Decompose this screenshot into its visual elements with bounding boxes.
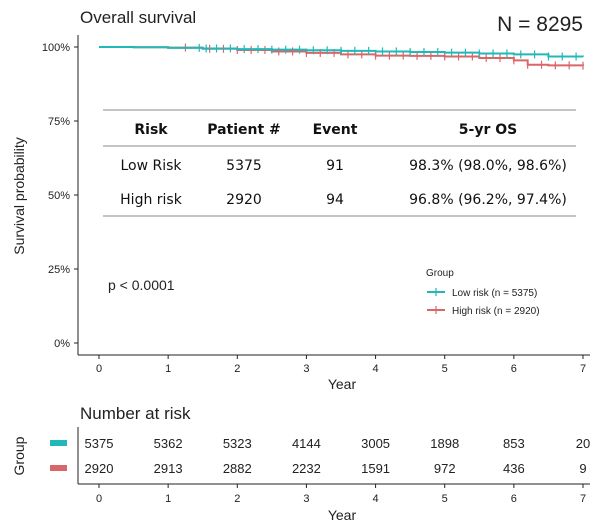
x-tick-label: 2 bbox=[234, 363, 240, 375]
summary-table: Risk Patient # Event 5-yr OS Low Risk 53… bbox=[103, 109, 576, 217]
x-tick-label: 0 bbox=[96, 363, 102, 375]
risk-table-title: Number at risk bbox=[80, 404, 191, 423]
table-cell: Low Risk bbox=[120, 158, 182, 174]
risk-table-x-ticks: 0 1 2 3 4 5 6 7 bbox=[96, 484, 586, 505]
y-tick-label: 100% bbox=[42, 42, 70, 54]
table-header-event: Event bbox=[313, 122, 358, 138]
legend-title: Group bbox=[426, 268, 454, 279]
y-tick-label: 25% bbox=[48, 264, 70, 276]
risk-count: 2232 bbox=[292, 461, 321, 476]
risk-x-tick-label: 4 bbox=[373, 493, 379, 505]
risk-count: 2920 bbox=[85, 461, 114, 476]
risk-count: 20 bbox=[576, 436, 590, 451]
risk-count: 4144 bbox=[292, 436, 321, 451]
risk-count: 972 bbox=[434, 461, 456, 476]
y-tick-label: 50% bbox=[48, 190, 70, 202]
legend-label-low-risk: Low risk (n = 5375) bbox=[452, 288, 537, 299]
risk-x-tick-label: 6 bbox=[511, 493, 517, 505]
risk-table-ylabel: Group bbox=[11, 436, 27, 475]
x-axis-label: Year bbox=[328, 376, 357, 392]
table-cell: 96.8% (96.2%, 97.4%) bbox=[409, 192, 567, 208]
table-header-patients: Patient # bbox=[207, 122, 281, 138]
table-cell: 98.3% (98.0%, 98.6%) bbox=[409, 158, 567, 174]
x-axis-ticks: 0 1 2 3 4 5 6 7 bbox=[96, 355, 586, 375]
y-tick-label: 75% bbox=[48, 116, 70, 128]
risk-x-tick-label: 1 bbox=[165, 493, 171, 505]
x-tick-label: 6 bbox=[511, 363, 517, 375]
risk-x-tick-label: 7 bbox=[580, 493, 586, 505]
legend-label-high-risk: High risk (n = 2920) bbox=[452, 306, 540, 317]
risk-count: 9 bbox=[579, 461, 586, 476]
risk-count: 5323 bbox=[223, 436, 252, 451]
table-cell: 2920 bbox=[226, 192, 262, 208]
risk-x-tick-label: 2 bbox=[234, 493, 240, 505]
n-annotation: N = 8295 bbox=[497, 13, 583, 36]
table-cell: High risk bbox=[120, 192, 183, 208]
risk-group-key bbox=[50, 440, 67, 446]
risk-x-tick-label: 3 bbox=[303, 493, 309, 505]
legend: Group Low risk (n = 5375) High risk (n =… bbox=[426, 268, 540, 317]
x-tick-label: 5 bbox=[442, 363, 448, 375]
chart-title: Overall survival bbox=[80, 8, 196, 27]
table-cell: 94 bbox=[326, 192, 344, 208]
risk-count: 5375 bbox=[85, 436, 114, 451]
table-header-risk: Risk bbox=[134, 122, 168, 138]
y-tick-label: 0% bbox=[54, 338, 70, 350]
risk-count: 1898 bbox=[430, 436, 459, 451]
risk-table-xlabel: Year bbox=[328, 507, 357, 523]
risk-group-key bbox=[50, 465, 67, 471]
x-tick-label: 4 bbox=[373, 363, 379, 375]
risk-count: 2913 bbox=[154, 461, 183, 476]
risk-count: 2882 bbox=[223, 461, 252, 476]
risk-table-values: 5375 5362 5323 4144 3005 1898 853 20 2920 2913 288… bbox=[85, 436, 591, 476]
table-cell: 91 bbox=[326, 158, 344, 174]
table-cell: 5375 bbox=[226, 158, 262, 174]
y-axis-label: Survival probability bbox=[11, 137, 27, 255]
risk-count: 436 bbox=[503, 461, 525, 476]
risk-x-tick-label: 0 bbox=[96, 493, 102, 505]
legend-keys bbox=[427, 288, 445, 314]
risk-count: 1591 bbox=[361, 461, 390, 476]
risk-count: 3005 bbox=[361, 436, 390, 451]
risk-table-group-keys bbox=[50, 440, 67, 471]
table-header-5yr-os: 5-yr OS bbox=[459, 122, 517, 138]
y-axis-ticks: 0% 25% 50% 75% 100% bbox=[42, 42, 78, 350]
x-tick-label: 7 bbox=[580, 363, 586, 375]
x-tick-label: 3 bbox=[303, 363, 309, 375]
p-value-annotation: p < 0.0001 bbox=[108, 277, 175, 293]
risk-x-tick-label: 5 bbox=[442, 493, 448, 505]
risk-count: 853 bbox=[503, 436, 525, 451]
x-tick-label: 1 bbox=[165, 363, 171, 375]
risk-count: 5362 bbox=[154, 436, 183, 451]
survival-curves bbox=[99, 43, 584, 70]
